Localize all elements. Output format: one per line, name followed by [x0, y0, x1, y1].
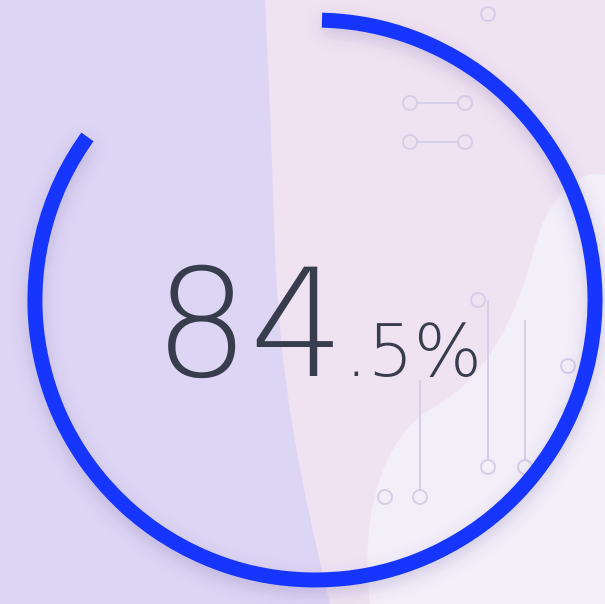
progress-widget: 84.5% [0, 0, 605, 604]
